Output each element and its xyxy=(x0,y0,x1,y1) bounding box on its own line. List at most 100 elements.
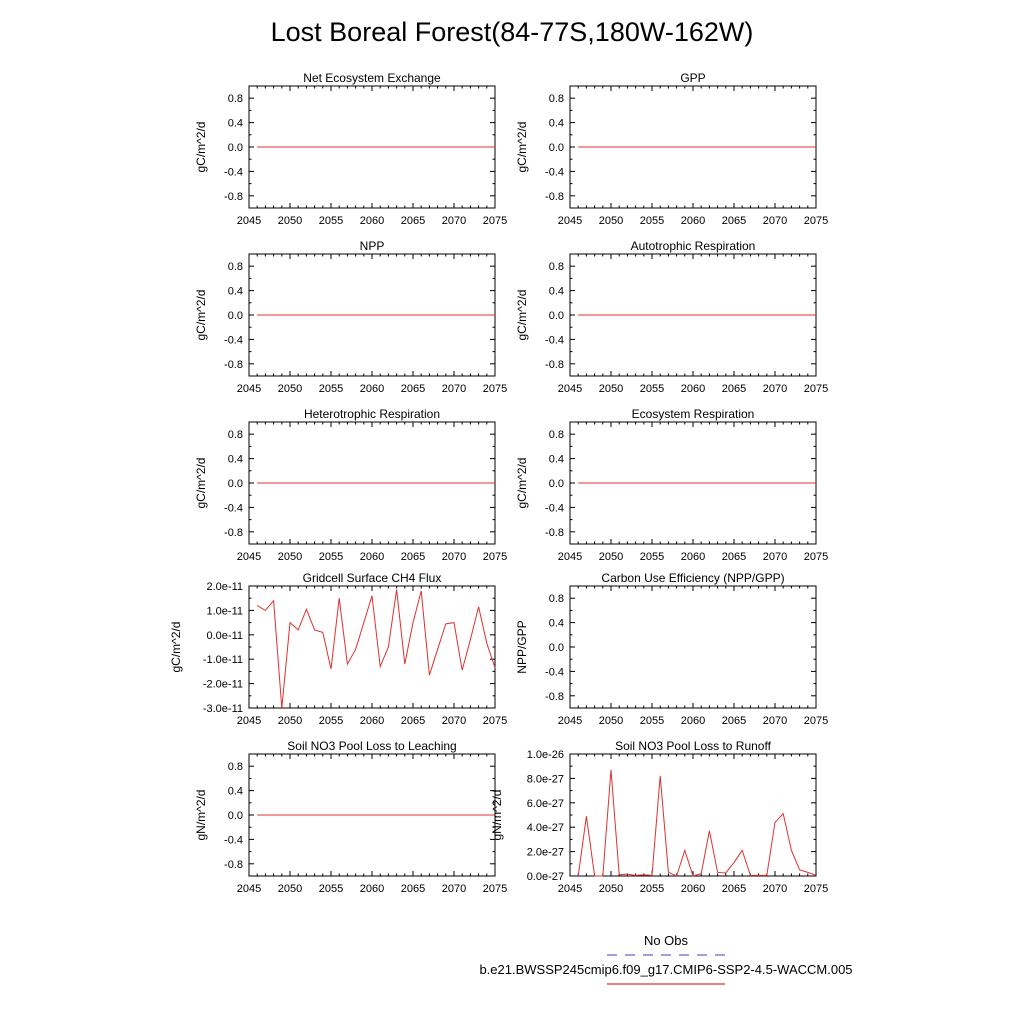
x-tick-label: 2055 xyxy=(640,883,664,895)
series-line xyxy=(256,589,496,709)
x-tick-label: 2060 xyxy=(360,883,384,895)
legend: No Obs b.e21.BWSSP245cmip6.f09_g17.CMIP6… xyxy=(479,933,853,985)
panel-title: Gridcell Surface CH4 Flux xyxy=(303,571,442,585)
x-tick-label: 2075 xyxy=(483,715,507,727)
x-tick-label: 2065 xyxy=(401,715,425,727)
x-tick-label: 2045 xyxy=(237,551,261,563)
panel-title: Ecosystem Respiration xyxy=(632,407,755,421)
x-tick-label: 2070 xyxy=(763,883,787,895)
y-tick-label: -0.8 xyxy=(224,527,243,539)
x-tick-label: 2070 xyxy=(763,215,787,227)
y-tick-label: 0.0 xyxy=(228,142,243,154)
x-tick-label: 2060 xyxy=(360,215,384,227)
panel-title: Heterotrophic Respiration xyxy=(304,407,440,421)
x-tick-label: 2050 xyxy=(278,215,302,227)
panel-8: Carbon Use Efficiency (NPP/GPP) NPP/GPP 20… xyxy=(515,571,828,727)
panel-title: GPP xyxy=(680,71,705,85)
x-tick-label: 2050 xyxy=(278,383,302,395)
y-tick-label: 0.4 xyxy=(228,454,243,466)
y-tick-label: -0.8 xyxy=(545,691,564,703)
plot-frame xyxy=(569,753,817,877)
y-tick-label: -2.0e-11 xyxy=(203,679,243,691)
series-line xyxy=(577,769,817,877)
x-tick-label: 2050 xyxy=(599,215,623,227)
y-axis-label: gN/m^2/d xyxy=(490,790,504,841)
panel-4: Autotrophic Respiration gC/m^2/d 2045 2050 2… xyxy=(515,239,828,395)
legend-obs-label: No Obs xyxy=(644,933,689,948)
y-tick-label: -0.8 xyxy=(224,191,243,203)
x-tick-label: 2055 xyxy=(640,383,664,395)
y-tick-label: -0.4 xyxy=(545,502,564,514)
y-axis-label: gC/m^2/d xyxy=(194,122,208,173)
y-axis-label: gN/m^2/d xyxy=(194,790,208,841)
y-tick-label: -0.4 xyxy=(545,166,564,178)
x-tick-label: 2060 xyxy=(681,383,705,395)
y-tick-label: 8.0e-27 xyxy=(527,773,564,785)
panel-10: Soil NO3 Pool Loss to Runoff gN/m^2/d 2045… xyxy=(490,739,828,895)
x-tick-label: 2065 xyxy=(722,383,746,395)
y-tick-label: 6.0e-27 xyxy=(527,798,564,810)
y-tick-label: 0.4 xyxy=(549,454,564,466)
y-axis-label: gC/m^2/d xyxy=(515,290,529,341)
x-tick-label: 2050 xyxy=(278,883,302,895)
y-tick-label: 0.0e-27 xyxy=(527,871,564,883)
x-tick-label: 2050 xyxy=(278,715,302,727)
y-tick-label: 0.4 xyxy=(228,286,243,298)
y-tick-label: -0.4 xyxy=(224,502,243,514)
x-tick-label: 2070 xyxy=(763,715,787,727)
y-tick-label: 1.0e-26 xyxy=(527,749,564,761)
y-tick-label: 0.8 xyxy=(549,261,564,273)
y-tick-label: -0.4 xyxy=(224,834,243,846)
x-tick-label: 2075 xyxy=(804,883,828,895)
x-tick-label: 2055 xyxy=(640,215,664,227)
x-tick-label: 2075 xyxy=(804,215,828,227)
x-tick-label: 2060 xyxy=(681,215,705,227)
y-tick-label: 0.0 xyxy=(228,810,243,822)
y-tick-label: 0.8 xyxy=(549,593,564,605)
y-tick-label: 0.4 xyxy=(228,118,243,130)
x-tick-label: 2055 xyxy=(319,715,343,727)
y-tick-label: 0.0 xyxy=(549,642,564,654)
y-axis-label: gC/m^2/d xyxy=(515,122,529,173)
panel-3: NPP gC/m^2/d 2045 2050 2055 2060 2065 2070 2075 -… xyxy=(194,239,507,395)
x-tick-label: 2055 xyxy=(319,383,343,395)
y-tick-label: 1.0e-11 xyxy=(207,605,244,617)
y-tick-label: -0.8 xyxy=(545,359,564,371)
x-tick-label: 2045 xyxy=(237,883,261,895)
y-tick-label: 2.0e-11 xyxy=(207,581,244,593)
x-tick-label: 2060 xyxy=(681,883,705,895)
x-tick-label: 2075 xyxy=(804,551,828,563)
panel-1: Net Ecosystem Exchange gC/m^2/d 2045 2050 20… xyxy=(194,71,507,227)
y-tick-label: -3.0e-11 xyxy=(203,703,243,715)
x-tick-label: 2050 xyxy=(599,551,623,563)
y-tick-label: 0.4 xyxy=(549,286,564,298)
x-tick-label: 2070 xyxy=(442,715,466,727)
y-tick-label: -0.4 xyxy=(545,334,564,346)
x-tick-label: 2070 xyxy=(763,551,787,563)
panel-title: Net Ecosystem Exchange xyxy=(303,71,441,85)
y-axis-label: NPP/GPP xyxy=(515,620,529,673)
y-tick-label: 0.0 xyxy=(549,142,564,154)
x-tick-label: 2045 xyxy=(237,383,261,395)
y-tick-label: 2.0e-27 xyxy=(527,847,564,859)
plot-frame xyxy=(569,585,817,709)
x-tick-label: 2045 xyxy=(558,215,582,227)
x-tick-label: 2055 xyxy=(319,215,343,227)
y-tick-label: -1.0e-11 xyxy=(203,654,243,666)
x-tick-label: 2055 xyxy=(319,551,343,563)
y-tick-label: 0.4 xyxy=(549,618,564,630)
x-tick-label: 2050 xyxy=(599,383,623,395)
y-tick-label: 0.8 xyxy=(228,761,243,773)
panel-6: Ecosystem Respiration gC/m^2/d 2045 2050 205… xyxy=(515,407,828,563)
x-tick-label: 2075 xyxy=(483,883,507,895)
y-tick-label: -0.8 xyxy=(545,191,564,203)
y-axis-label: gC/m^2/d xyxy=(169,622,183,673)
x-tick-label: 2055 xyxy=(640,715,664,727)
x-tick-label: 2065 xyxy=(401,383,425,395)
y-tick-label: 0.8 xyxy=(228,261,243,273)
x-tick-label: 2065 xyxy=(401,215,425,227)
x-tick-label: 2065 xyxy=(722,883,746,895)
y-tick-label: -0.8 xyxy=(224,859,243,871)
x-tick-label: 2065 xyxy=(722,715,746,727)
